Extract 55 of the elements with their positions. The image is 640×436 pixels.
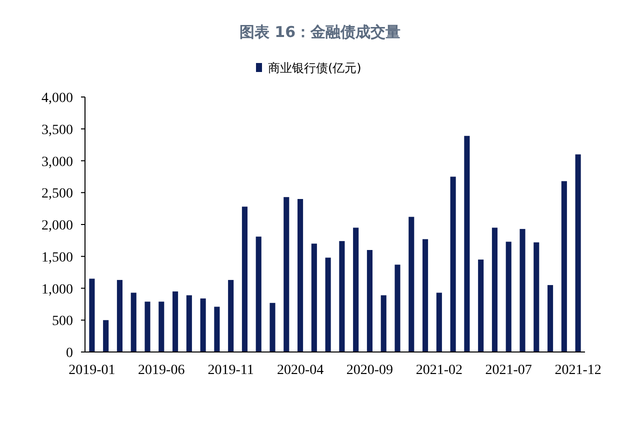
y-tick-label: 1,000 — [42, 282, 73, 298]
x-tick-label: 2020-09 — [346, 363, 394, 378]
x-tick-label: 2020-04 — [276, 363, 324, 378]
bar — [353, 228, 359, 352]
x-tick-label: 2021-12 — [554, 363, 602, 378]
x-tick-label: 2019-11 — [208, 363, 254, 378]
bar — [436, 292, 442, 352]
y-tick-label: 0 — [66, 346, 73, 361]
bar — [478, 260, 484, 352]
bar — [103, 320, 109, 352]
bar — [228, 280, 234, 352]
bar — [534, 242, 540, 352]
x-tick-label: 2019-01 — [68, 363, 116, 378]
bar — [311, 244, 317, 352]
bar — [200, 298, 206, 352]
bar — [186, 295, 192, 352]
bar — [408, 216, 414, 352]
bar — [575, 154, 581, 352]
bar — [548, 285, 554, 352]
bar — [270, 302, 276, 352]
bar — [394, 264, 400, 352]
x-tick-label: 2021-02 — [416, 363, 463, 378]
bar — [172, 291, 178, 352]
x-tick-label: 2019-06 — [138, 363, 185, 378]
y-tick-label: 2,000 — [42, 218, 73, 234]
bar — [298, 199, 304, 352]
bar — [366, 250, 372, 352]
bar — [144, 302, 150, 352]
bar — [242, 206, 248, 352]
y-tick-label: 4,000 — [42, 91, 73, 106]
y-tick-label: 3,500 — [42, 122, 73, 138]
bar — [89, 278, 95, 352]
bar — [492, 228, 498, 352]
bar — [520, 228, 526, 352]
bar — [130, 292, 136, 352]
y-tick-label: 1,500 — [42, 250, 73, 266]
bar — [284, 197, 290, 352]
y-tick-label: 500 — [52, 314, 73, 330]
bar — [422, 239, 428, 352]
y-tick-label: 2,500 — [42, 186, 73, 202]
bar — [339, 241, 345, 352]
bar — [158, 302, 164, 352]
bar — [380, 295, 386, 352]
bar — [561, 181, 567, 352]
chart-title: 图表 16：金融债成交量 — [239, 23, 401, 41]
y-tick-label: 3,000 — [42, 154, 73, 170]
bar — [214, 306, 220, 352]
bar — [256, 236, 262, 352]
legend-label: 商业银行债(亿元) — [268, 61, 362, 75]
bar — [464, 136, 470, 352]
bar — [116, 280, 122, 352]
bar — [506, 242, 512, 352]
bar — [325, 258, 331, 352]
x-tick-label: 2021-07 — [485, 363, 532, 378]
bar — [450, 176, 456, 352]
